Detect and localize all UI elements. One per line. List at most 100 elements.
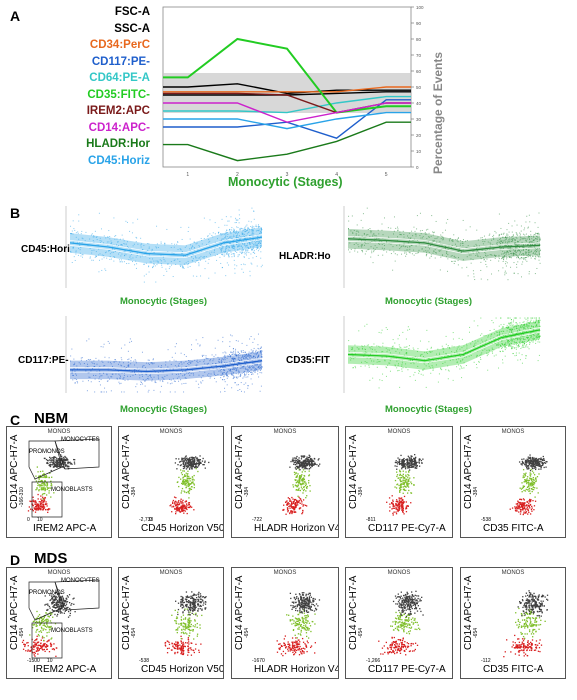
scatter-point — [102, 361, 104, 363]
scatter-point — [224, 252, 226, 254]
scatter-point — [435, 360, 437, 362]
scatter-point — [528, 253, 530, 255]
scatter-point — [508, 345, 510, 347]
scatter-point — [395, 350, 397, 352]
event-dot — [303, 464, 305, 466]
scatter-point — [477, 251, 479, 253]
scatter-point — [452, 241, 454, 243]
scatter-point — [194, 261, 196, 263]
scatter-point — [142, 375, 144, 377]
scatter-point — [453, 234, 455, 236]
scatter-point — [457, 264, 459, 266]
scatter-point — [363, 244, 365, 246]
scatter-point — [230, 351, 232, 353]
scatter-point — [72, 233, 74, 235]
scatter-point — [522, 238, 524, 240]
scatter-point — [375, 235, 377, 237]
scatter-point — [245, 382, 247, 384]
scatter-point — [157, 262, 159, 264]
scatter-point — [502, 248, 504, 250]
scatter-point — [502, 267, 504, 269]
scatter-point — [189, 252, 191, 254]
scatter-point — [534, 250, 536, 252]
scatter-point — [233, 240, 235, 242]
legend-entry: CD117:PE- — [91, 55, 150, 68]
scatter-point — [515, 342, 517, 344]
scatter-point — [107, 236, 109, 238]
event-dot — [178, 500, 180, 502]
scatter-point — [171, 264, 173, 266]
scatter-point — [490, 254, 492, 256]
scatter-point — [247, 371, 249, 373]
scatter-point — [374, 248, 376, 250]
event-dot — [46, 488, 48, 491]
scatter-point — [473, 361, 475, 363]
scatter-point — [250, 246, 252, 248]
scatter-point — [147, 249, 149, 251]
event-dot — [181, 506, 183, 509]
scatter-point — [169, 266, 171, 268]
scatter-point — [224, 356, 226, 358]
event-dot — [179, 500, 182, 502]
scatter-point — [129, 255, 131, 257]
scatter-point — [445, 256, 447, 258]
scatter-point — [537, 255, 539, 257]
scatter-point — [224, 357, 226, 359]
scatter-point — [243, 238, 245, 240]
scatter-point — [460, 360, 462, 362]
scatter-point — [241, 251, 243, 253]
event-dot — [188, 502, 191, 504]
event-dot — [293, 461, 296, 464]
scatter-point — [444, 229, 446, 231]
scatter-point — [472, 252, 474, 254]
scatter-point — [483, 335, 485, 337]
scatter-point — [259, 372, 261, 374]
event-dot — [191, 463, 193, 465]
event-dot — [176, 504, 178, 506]
scatter-point — [228, 237, 230, 239]
scatter-point — [371, 360, 373, 362]
event-dot — [302, 499, 305, 501]
scatter-point — [421, 248, 423, 250]
scatter-point — [531, 336, 533, 338]
scatter-point — [442, 348, 444, 350]
scatter-point — [212, 232, 214, 234]
scatter-point — [479, 256, 481, 258]
scatter-point — [226, 372, 228, 374]
event-dot — [43, 507, 45, 510]
scatter-point — [355, 230, 357, 232]
scatter-point — [446, 251, 448, 253]
scatter-point — [70, 232, 72, 234]
scatter-point — [400, 246, 402, 248]
scatter-point — [424, 363, 426, 365]
scatter-point — [456, 366, 458, 368]
scatter-point — [518, 250, 520, 252]
x-tick-label: 1 — [186, 172, 189, 178]
scatter-point — [244, 370, 246, 372]
scatter-point — [536, 337, 538, 339]
scatter-point — [536, 333, 538, 335]
scatter-point — [230, 233, 232, 235]
scatter-point — [477, 350, 479, 352]
scatter-point — [355, 234, 357, 236]
scatter-point — [233, 376, 235, 378]
event-dot — [181, 508, 183, 510]
scatter-point — [535, 342, 537, 344]
scatter-point — [243, 256, 245, 258]
scatter-point — [475, 363, 477, 365]
scatter-point — [494, 342, 496, 344]
scatter-point — [518, 345, 520, 347]
scatter-point — [426, 329, 428, 331]
event-dot — [45, 476, 48, 479]
event-dot — [198, 461, 201, 463]
scatter-point — [207, 262, 209, 264]
scatter-point — [426, 233, 428, 235]
scatter-point — [519, 359, 521, 361]
scatter-point — [216, 259, 218, 261]
event-dot — [304, 465, 306, 467]
scatter-point — [533, 338, 535, 340]
scatter-point — [233, 362, 235, 364]
scatter-point — [496, 243, 498, 245]
event-dot — [302, 455, 304, 457]
scatter-point — [426, 238, 428, 240]
